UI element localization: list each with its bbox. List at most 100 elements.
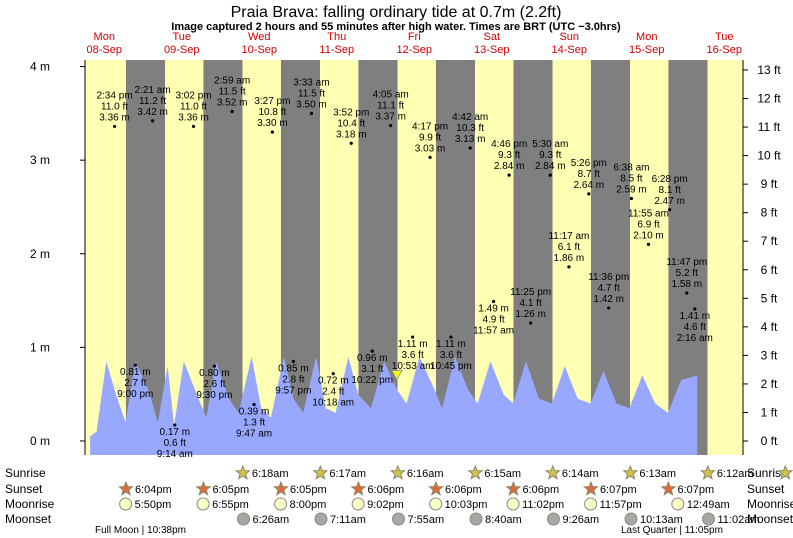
y2-tick-label: 1 ft bbox=[761, 405, 778, 419]
tide-time: 11:57 am bbox=[473, 325, 514, 336]
tide-time: 10:45 pm bbox=[430, 361, 472, 372]
tide-label: 3.36 m bbox=[178, 112, 209, 123]
moonrise-time: 6:55pm bbox=[212, 499, 249, 511]
moonrise-time: 11:02pm bbox=[522, 499, 564, 511]
tide-ft: 5.2 ft bbox=[676, 268, 698, 279]
tide-area bbox=[90, 356, 698, 455]
tide-point bbox=[668, 208, 672, 212]
tide-time: 11:36 pm bbox=[588, 272, 629, 283]
tide-time: 11:25 pm bbox=[510, 287, 551, 298]
tide-time: 9:14 am bbox=[157, 449, 193, 460]
tide-ft: 1.3 ft bbox=[243, 417, 265, 428]
tide-ft: 2.8 ft bbox=[282, 374, 304, 385]
tide-time: 2:21 am bbox=[135, 85, 171, 96]
sunset-icon bbox=[272, 480, 289, 496]
day-name: Sat bbox=[483, 31, 500, 43]
tide-label: 1.86 m bbox=[554, 253, 585, 264]
moon-phase: Last Quarter | 11:05pm bbox=[621, 525, 723, 536]
tide-label: 0.96 m bbox=[357, 353, 388, 364]
tide-label: 2.10 m bbox=[633, 230, 664, 241]
tide-point bbox=[587, 192, 591, 196]
day-name: Mon bbox=[636, 31, 657, 43]
moonrise-icon bbox=[584, 497, 598, 511]
moonrise-time: 8:00pm bbox=[290, 499, 327, 511]
tide-time: 3:27 pm bbox=[254, 96, 290, 107]
tide-ft: 9.9 ft bbox=[419, 132, 441, 143]
sunrise-time: 6:18am bbox=[252, 468, 289, 480]
tide-point bbox=[270, 130, 274, 134]
tide-ft: 4.1 ft bbox=[520, 298, 542, 309]
tide-label: 1.11 m bbox=[436, 339, 466, 350]
day-name: Mon bbox=[94, 31, 115, 43]
sunset-icon bbox=[427, 480, 444, 496]
chart-title: Praia Brava: falling ordinary tide at 0.… bbox=[231, 4, 562, 21]
tide-ft: 11.5 ft bbox=[219, 86, 246, 97]
tide-label: 3.37 m bbox=[375, 112, 406, 123]
tide-point bbox=[309, 111, 314, 115]
tide-point bbox=[252, 402, 256, 407]
tide-time: 10:22 pm bbox=[351, 375, 393, 386]
tide-label: 3.03 m bbox=[415, 143, 446, 154]
tide-point bbox=[191, 124, 196, 129]
tide-ft: 11.0 ft bbox=[101, 101, 128, 112]
moonrise-time: 12:49am bbox=[687, 499, 730, 511]
y2-tick-label: 12 ft bbox=[757, 92, 781, 106]
tide-point bbox=[173, 423, 177, 427]
sunrise-time: 6:14am bbox=[562, 468, 599, 480]
tide-label: 0.39 m bbox=[239, 406, 270, 417]
sunrise-icon bbox=[312, 464, 329, 480]
tide-ft: 2.4 ft bbox=[322, 387, 344, 398]
moonrise-icon bbox=[119, 497, 133, 511]
tide-time: 6:28 pm bbox=[652, 174, 688, 185]
sunset-icon bbox=[195, 480, 212, 496]
sunset-icon bbox=[660, 480, 677, 496]
tide-ft: 8.5 ft bbox=[620, 174, 642, 185]
moon-phase: Full Moon | 10:38pm bbox=[95, 525, 186, 536]
tide-label: 2.84 m bbox=[535, 161, 566, 172]
day-name: Wed bbox=[248, 31, 270, 43]
moonrise-icon bbox=[196, 497, 210, 511]
sunrise-time: 6:16am bbox=[407, 468, 444, 480]
y-tick-label: 4 m bbox=[30, 60, 50, 74]
tide-ft: 3.6 ft bbox=[440, 350, 462, 361]
tide-label: 1.58 m bbox=[672, 279, 703, 290]
tide-time: 9:47 am bbox=[236, 428, 272, 439]
tide-ft: 9.3 ft bbox=[498, 150, 520, 161]
day-date: 15-Sep bbox=[629, 44, 664, 56]
sunset-icon bbox=[505, 480, 522, 496]
day-name: Tue bbox=[172, 31, 191, 43]
tide-ft: 2.7 ft bbox=[124, 378, 146, 389]
sunrise-icon bbox=[467, 464, 484, 480]
tide-point bbox=[629, 196, 634, 201]
tide-label: 0.85 m bbox=[278, 363, 309, 374]
tide-time: 11:17 am bbox=[548, 231, 589, 242]
tide-time: 3:02 pm bbox=[175, 90, 211, 101]
row-label-right: Moonset bbox=[747, 512, 793, 526]
y2-tick-label: 13 ft bbox=[757, 63, 781, 77]
tide-label: 2.47 m bbox=[654, 196, 685, 207]
tide-time: 5:26 pm bbox=[571, 158, 607, 169]
moonset-icon bbox=[469, 512, 483, 526]
moonset-time: 10:13am bbox=[640, 514, 683, 526]
tide-point bbox=[693, 307, 697, 311]
tide-label: 0.80 m bbox=[199, 368, 230, 379]
tide-point bbox=[548, 173, 552, 177]
y2-tick-label: 6 ft bbox=[761, 263, 778, 277]
row-label-right: Sunset bbox=[747, 482, 785, 496]
tide-ft: 4.7 ft bbox=[598, 283, 620, 294]
day-date: 10-Sep bbox=[242, 44, 277, 56]
tide-ft: 11.5 ft bbox=[298, 88, 325, 99]
tide-ft: 6.1 ft bbox=[558, 242, 580, 253]
tide-point bbox=[230, 109, 234, 114]
day-name: Fri bbox=[408, 31, 421, 43]
tide-label: 3.50 m bbox=[296, 99, 327, 110]
tide-label: 3.52 m bbox=[217, 97, 248, 108]
sunrise-icon bbox=[544, 464, 561, 480]
sunset-time: 6:05pm bbox=[212, 484, 249, 496]
sunrise-time: 6:15am bbox=[484, 468, 521, 480]
day-date: 12-Sep bbox=[397, 44, 432, 56]
moonrise-time: 10:03pm bbox=[445, 499, 488, 511]
sunset-time: 6:07pm bbox=[677, 484, 714, 496]
tide-point bbox=[133, 363, 137, 367]
